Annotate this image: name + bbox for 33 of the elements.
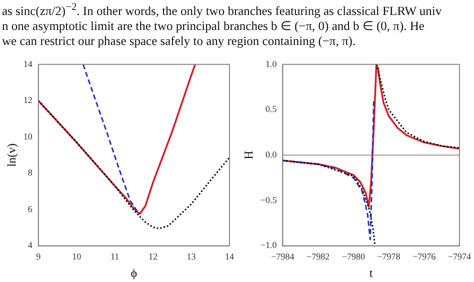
y-tick-label: 10 bbox=[23, 131, 33, 142]
y-tick-label: −1.0 bbox=[260, 240, 278, 250]
x-tick-label: 10 bbox=[72, 252, 82, 262]
x-tick-label: 12 bbox=[148, 252, 158, 262]
text: as sinc(zπ/2)$^{−2}$. In other words, the only two branches featuring as classical FLRW univ bbox=[2, 1, 443, 20]
x-tick-label: −7974 bbox=[448, 252, 472, 262]
y-tick-label: 4 bbox=[28, 240, 33, 250]
y-axis-title: ln(v) bbox=[4, 143, 18, 167]
x-axis-title: t bbox=[369, 266, 374, 280]
y-tick-label: 1.0 bbox=[265, 58, 278, 69]
y-tick-label: 6 bbox=[28, 204, 33, 214]
x-tick-label: −7980 bbox=[342, 252, 366, 262]
x-tick-label: −7978 bbox=[377, 252, 401, 262]
y-tick-label: 0.5 bbox=[265, 104, 278, 114]
line-series bbox=[282, 100, 374, 240]
line-series bbox=[38, 100, 230, 230]
x-tick-label: −7982 bbox=[306, 252, 330, 262]
x-tick-label: −7984 bbox=[271, 252, 295, 262]
x-tick-label: −7976 bbox=[412, 252, 436, 262]
text: we can restrict our phase space safely to any region containing (−π, π). bbox=[2, 34, 357, 50]
x-axis-title: ϕ bbox=[130, 266, 138, 280]
y-tick-label: 8 bbox=[28, 168, 33, 178]
y-axis-title: H bbox=[241, 150, 256, 160]
x-tick-label: 11 bbox=[110, 252, 120, 262]
x-tick-label: 14 bbox=[225, 252, 234, 262]
y-tick-label: 0.0 bbox=[265, 149, 278, 160]
line-series bbox=[82, 64, 140, 215]
x-tick-label: 9 bbox=[36, 252, 42, 262]
y-tick-label: 12 bbox=[23, 95, 32, 106]
y-tick-label: 14 bbox=[23, 58, 33, 69]
x-tick-label: 13 bbox=[186, 252, 196, 262]
y-tick-label: −0.5 bbox=[260, 194, 278, 205]
text: n one asymptotic limit are the two principal branches b ∈ (−π, 0) and b ∈ (0, π). He bbox=[2, 19, 426, 34]
